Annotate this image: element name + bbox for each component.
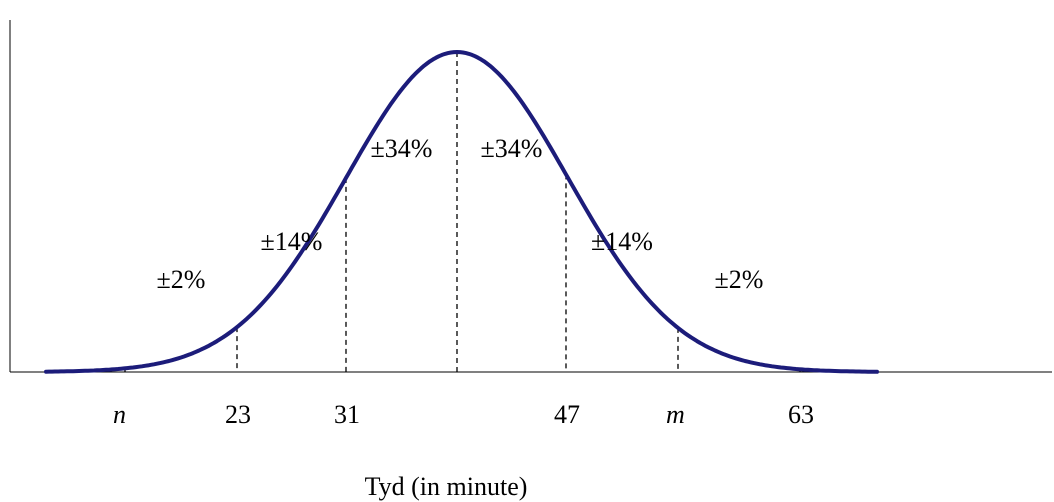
reference-lines — [124, 52, 801, 372]
x-tick-label-6: 63 — [788, 400, 814, 429]
region-label-0: ±2% — [157, 265, 206, 294]
x-tick-label-5: m — [666, 400, 685, 429]
region-labels: ±2% ±14% ±34% ±34% ±14% ±2% — [157, 134, 764, 294]
region-label-3: ±34% — [481, 134, 543, 163]
x-tick-label-2: 31 — [334, 400, 360, 429]
x-axis-label: Tyd (in minute) — [365, 472, 528, 501]
region-label-2: ±34% — [371, 134, 433, 163]
tick-labels: n 23 31 47 m 63 — [113, 400, 814, 429]
x-tick-label-0: n — [113, 400, 126, 429]
region-label-5: ±2% — [715, 265, 764, 294]
x-tick-label-1: 23 — [225, 400, 251, 429]
x-tick-label-4: 47 — [554, 400, 580, 429]
region-label-1: ±14% — [261, 227, 323, 256]
normal-curve — [44, 50, 879, 374]
region-label-4: ±14% — [591, 227, 653, 256]
